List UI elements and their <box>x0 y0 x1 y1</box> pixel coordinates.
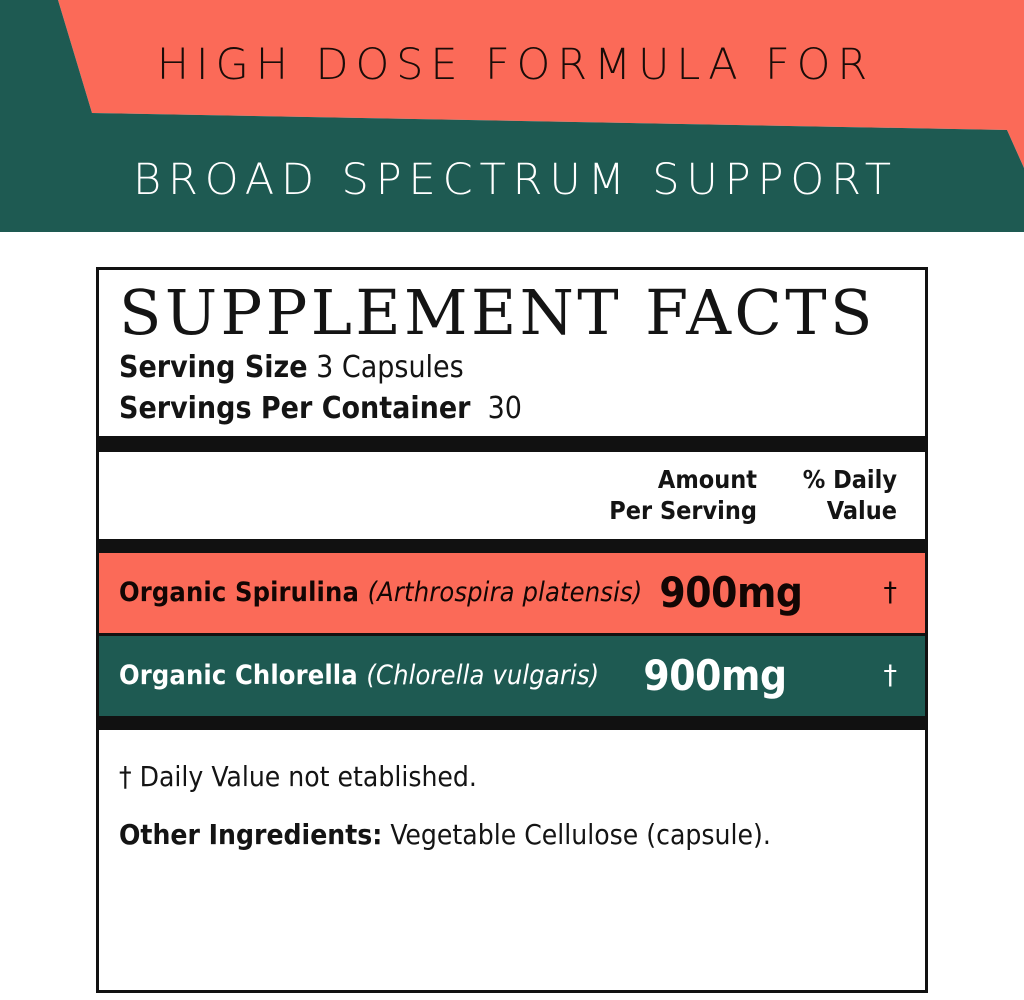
banner-coral-shape <box>58 0 1024 168</box>
header-banner: HIGH DOSE FORMULA FOR BROAD SPECTRUM SUP… <box>0 0 1024 236</box>
ingredient-daily-value: † <box>883 577 898 609</box>
servings-per-container-value: 30 <box>487 391 522 427</box>
divider-bar-below-title <box>99 435 925 452</box>
table-row: Organic Spirulina (Arthrospira platensis… <box>99 552 925 633</box>
divider-between-rows <box>99 632 925 636</box>
servings-per-container-line: Servings Per Container 30 <box>119 388 905 429</box>
ingredient-common-name: Organic Chlorella <box>119 660 358 692</box>
daily-value-footnote: † Daily Value not etablished. <box>119 759 477 793</box>
other-ingredients-line: Other Ingredients: Vegetable Cellulose (… <box>119 814 905 856</box>
supplement-facts-panel: SUPPLEMENT FACTS Serving Size 3 Capsules… <box>96 267 928 993</box>
other-ingredients-value: Vegetable Cellulose (capsule). <box>390 817 771 851</box>
column-header-dv-line1: % Daily <box>802 464 897 494</box>
footer-notes: † Daily Value not etablished. Other Ingr… <box>99 730 925 856</box>
column-header-amount-line2: Per Serving <box>609 496 757 526</box>
ingredient-latin-name: (Chlorella vulgaris) <box>366 660 600 692</box>
serving-size-line: Serving Size 3 Capsules <box>119 347 905 388</box>
divider-bar-above-rows <box>99 538 925 553</box>
ingredient-name: Organic Spirulina (Arthrospira platensis… <box>119 577 642 608</box>
divider-bar-below-rows <box>99 715 925 730</box>
column-header-daily-value: % Daily Value <box>757 464 897 527</box>
servings-per-container-label: Servings Per Container <box>119 391 471 427</box>
banner-green-shape <box>0 0 1024 232</box>
ingredient-latin-name: (Arthrospira platensis) <box>367 577 643 609</box>
ingredient-daily-value: † <box>883 660 898 692</box>
table-row: Organic Chlorella (Chlorella vulgaris) 9… <box>99 635 925 716</box>
other-ingredients-label: Other Ingredients: <box>119 817 383 851</box>
serving-size-value: 3 Capsules <box>316 349 464 385</box>
ingredient-amount: 900mg <box>643 651 787 701</box>
column-header-row: Amount Per Serving % Daily Value <box>99 452 925 539</box>
serving-size-label: Serving Size <box>119 349 308 385</box>
page-title: SUPPLEMENT FACTS <box>119 276 876 349</box>
banner-shapes <box>0 0 1024 232</box>
facts-title-block: SUPPLEMENT FACTS Serving Size 3 Capsules… <box>99 270 925 436</box>
ingredient-amount: 900mg <box>659 568 803 618</box>
column-header-amount-line1: Amount <box>657 464 757 494</box>
ingredient-common-name: Organic Spirulina <box>119 577 359 609</box>
ingredient-name: Organic Chlorella (Chlorella vulgaris) <box>119 660 599 691</box>
column-header-amount: Amount Per Serving <box>567 464 757 527</box>
column-header-dv-line2: Value <box>826 496 897 526</box>
